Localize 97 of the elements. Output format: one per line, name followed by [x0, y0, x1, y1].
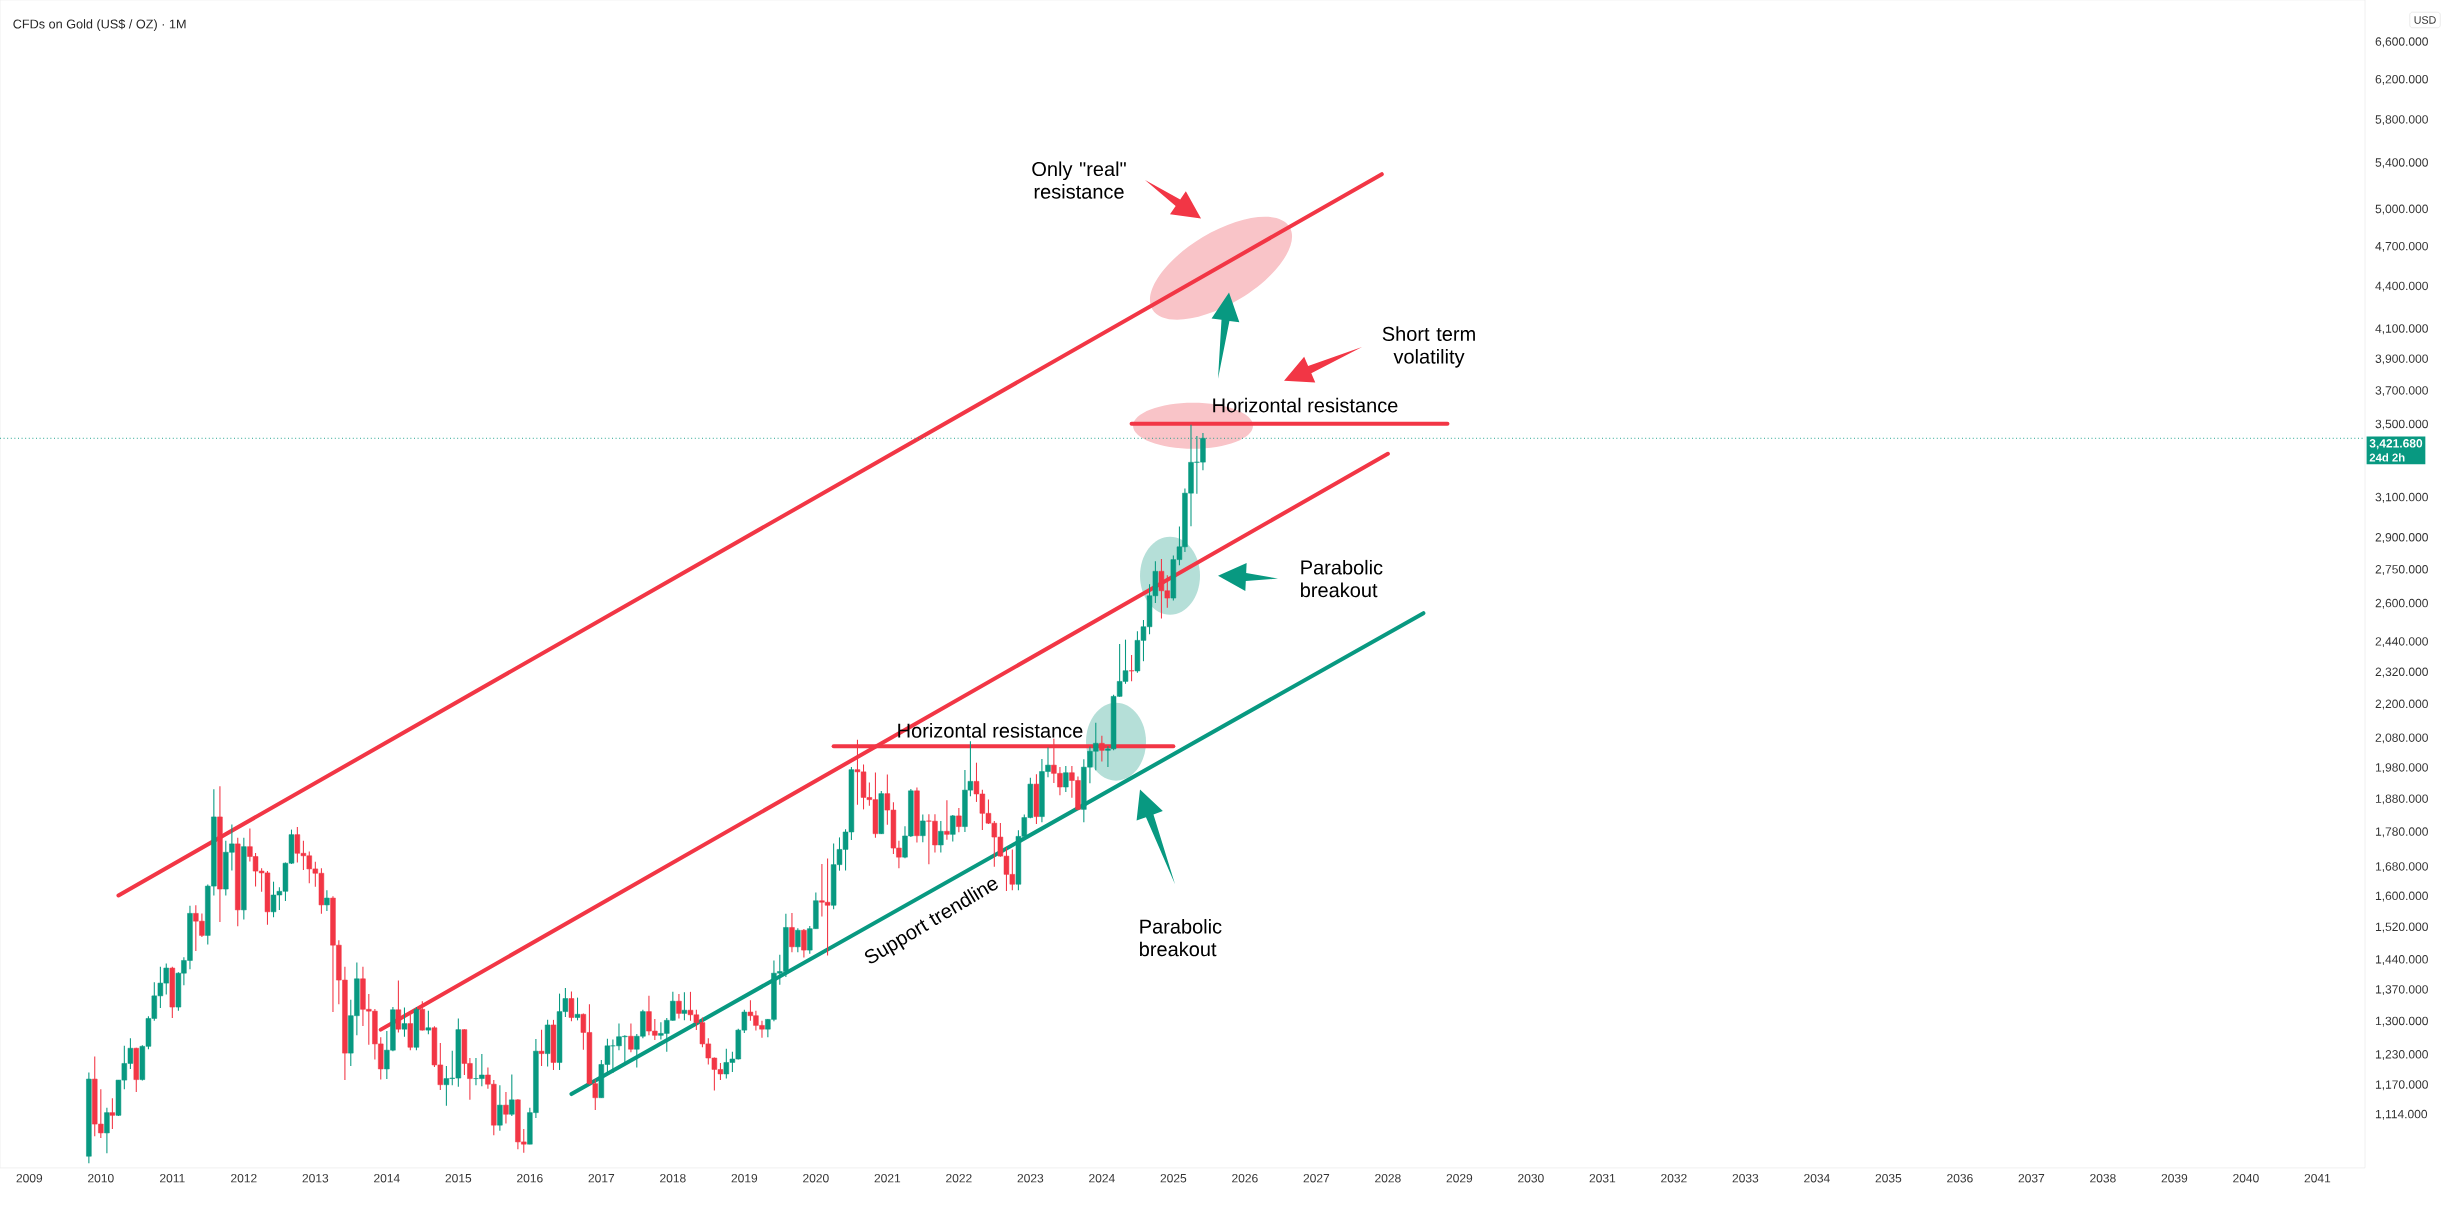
y-tick-label: 5,800.000 [2375, 115, 2428, 126]
candlestick [950, 814, 956, 843]
candlestick [1128, 654, 1135, 682]
annotation: Only "real" resistance [1032, 161, 1126, 199]
candlestick [503, 1091, 509, 1125]
candlestick [920, 814, 926, 843]
annotation: Short term volatility [1382, 326, 1475, 368]
x-tick-label: 2034 [1804, 1173, 1830, 1183]
y-tick-label: 6,200.000 [2375, 74, 2428, 85]
x-tick-label: 2024 [1089, 1173, 1115, 1183]
candlestick [109, 1097, 116, 1130]
candlestick [401, 1006, 408, 1038]
x-tick-label: 2011 [160, 1173, 185, 1183]
x-tick-label: 2012 [231, 1173, 257, 1183]
candlestick [568, 990, 575, 1022]
y-tick-label: 3,700.000 [2375, 386, 2428, 397]
y-tick-label: 3,500.000 [2375, 419, 2428, 430]
y-tick-label: 3,900.000 [2375, 354, 2428, 365]
candlestick [956, 807, 962, 833]
candlestick [497, 1084, 503, 1132]
y-tick-label: 1,300.000 [2375, 1016, 2428, 1027]
y-tick-label: 2,440.000 [2375, 637, 2428, 648]
x-tick-label: 2041 [2304, 1173, 2331, 1183]
y-tick-label: 1,520.000 [2375, 922, 2428, 933]
x-tick-label: 2026 [1232, 1173, 1258, 1183]
x-tick-label: 2016 [517, 1173, 543, 1183]
y-tick-label: 2,750.000 [2375, 565, 2428, 575]
y-tick-label: 4,100.000 [2375, 324, 2428, 335]
y-tick-label: 2,320.000 [2375, 667, 2428, 678]
y-axis-title: USD [2414, 16, 2436, 24]
y-tick-label: 3,100.000 [2375, 492, 2428, 503]
ref-line-label: 3,421.680 [2369, 439, 2423, 450]
x-tick-label: 2030 [1518, 1173, 1544, 1183]
candlestick [574, 997, 581, 1021]
x-tick-label: 2021 [874, 1173, 901, 1183]
candlestick [509, 1073, 515, 1117]
y-tick-label: 1,780.000 [2375, 827, 2428, 838]
candlestick [324, 889, 330, 912]
x-tick-label: 2018 [660, 1173, 686, 1183]
x-tick-label: 2015 [445, 1173, 472, 1183]
candlestick [425, 1010, 432, 1035]
x-tick-label: 2040 [2233, 1173, 2259, 1183]
y-tick-label: 1,980.000 [2375, 763, 2428, 774]
x-tick-label: 2013 [302, 1173, 329, 1183]
y-tick-label: 5,000.000 [2375, 204, 2428, 215]
y-tick-label: 4,400.000 [2375, 281, 2428, 292]
x-tick-label: 2035 [1875, 1173, 1902, 1183]
candlestick [789, 912, 795, 953]
annotation: Parabolic breakout [1301, 559, 1383, 598]
y-tick-label: 1,440.000 [2375, 955, 2428, 965]
candlestick [104, 1107, 110, 1154]
candlestick [676, 993, 682, 1019]
y-tick-label: 1,114.000 [2375, 1109, 2428, 1120]
y-tick-label: 1,680.000 [2375, 862, 2428, 873]
candlestick [944, 799, 950, 841]
y-tick-label: 1,880.000 [2375, 794, 2428, 805]
annotation: Horizontal resistance [1213, 397, 1398, 413]
x-tick-label: 2027 [1303, 1173, 1330, 1183]
x-tick-label: 2037 [2018, 1173, 2045, 1183]
candlestick [628, 1023, 634, 1053]
y-tick-label: 5,400.000 [2375, 158, 2428, 169]
x-tick-label: 2014 [374, 1173, 400, 1183]
annotation: Parabolic breakout [1140, 918, 1222, 957]
x-tick-label: 2039 [2161, 1173, 2188, 1183]
y-tick-label: 1,370.000 [2375, 985, 2428, 996]
x-tick-label: 2022 [946, 1173, 972, 1183]
x-tick-label: 2033 [1732, 1173, 1759, 1183]
candlestick [538, 1029, 545, 1067]
text: CFDs on Gold (US$ / OZ) · 1M [13, 18, 186, 31]
y-tick-label: 2,200.000 [2375, 699, 2428, 710]
y-tick-label: 1,600.000 [2375, 891, 2428, 902]
x-tick-label: 2025 [1160, 1173, 1187, 1183]
x-tick-label: 2019 [731, 1173, 758, 1183]
x-tick-label: 2038 [2090, 1173, 2116, 1183]
x-tick-label: 2032 [1661, 1173, 1687, 1183]
candlestick [1063, 765, 1069, 793]
text: 24d 2h [2369, 453, 2405, 462]
y-tick-label: 2,900.000 [2375, 533, 2428, 543]
y-tick-label: 1,170.000 [2375, 1080, 2428, 1091]
candlestick [938, 820, 944, 854]
candlestick [681, 991, 688, 1021]
x-tick-label: 2031 [1589, 1173, 1616, 1183]
x-tick-label: 2009 [16, 1173, 43, 1183]
x-tick-label: 2028 [1375, 1173, 1401, 1183]
y-tick-label: 6,600.000 [2375, 37, 2428, 48]
y-tick-label: 2,080.000 [2375, 733, 2428, 744]
y-tick-label: 2,600.000 [2375, 598, 2428, 609]
x-tick-label: 2036 [1947, 1173, 1973, 1183]
x-tick-label: 2020 [803, 1173, 829, 1183]
y-tick-label: 4,700.000 [2375, 241, 2428, 252]
candlestick [801, 928, 807, 959]
y-tick-label: 1,230.000 [2375, 1050, 2428, 1061]
candlestick [795, 927, 801, 953]
x-tick-label: 2023 [1017, 1173, 1044, 1183]
x-tick-label: 2010 [88, 1173, 114, 1183]
x-tick-label: 2029 [1446, 1173, 1473, 1183]
x-tick-label: 2017 [588, 1173, 615, 1183]
